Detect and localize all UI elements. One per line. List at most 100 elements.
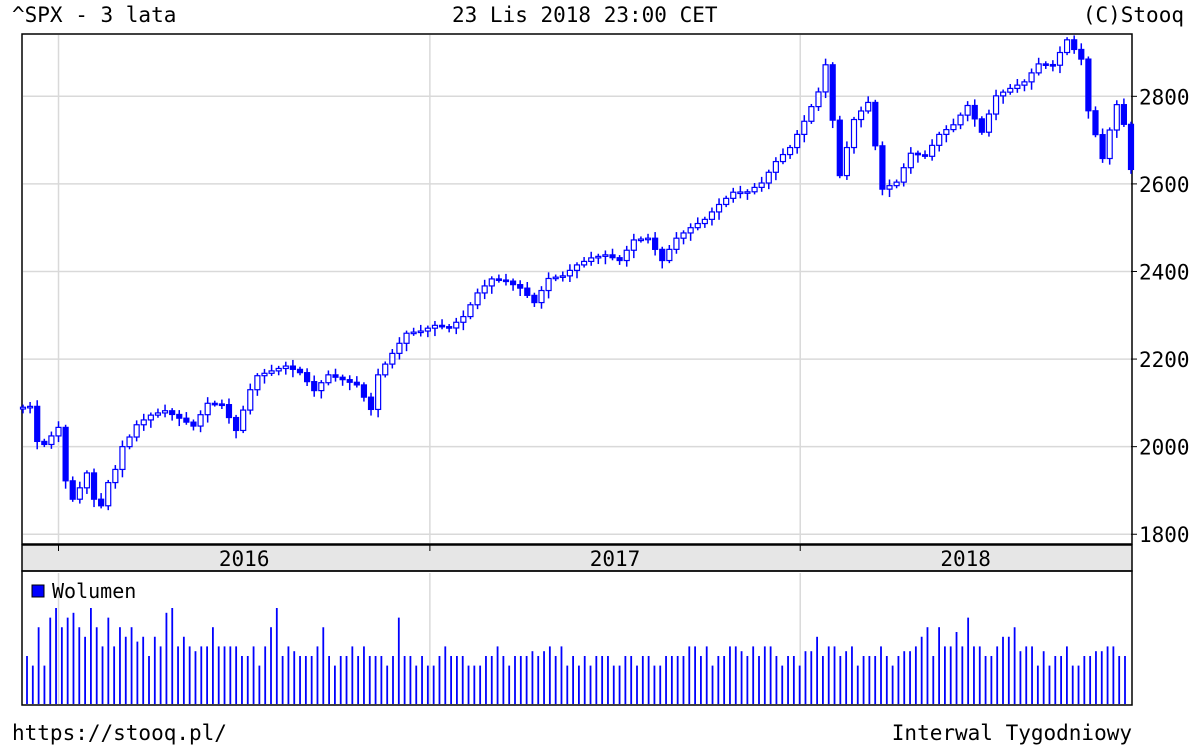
candle-body <box>687 227 694 234</box>
interval-label: Interwal Tygodniowy <box>891 721 1132 745</box>
candle-body <box>367 396 375 411</box>
candle-body <box>1063 39 1071 54</box>
candle-body <box>943 128 950 136</box>
candle-body <box>1106 129 1113 160</box>
candle-body <box>786 146 794 156</box>
y-tick-label: 2400 <box>1139 260 1190 284</box>
candle-body <box>921 154 929 157</box>
candle-body <box>701 218 708 225</box>
candle-body <box>375 374 382 411</box>
y-tick-label: 2200 <box>1139 348 1190 372</box>
candle-body <box>509 280 517 286</box>
candle-body <box>154 412 162 416</box>
candle-body <box>850 118 858 149</box>
candle-body <box>446 326 453 329</box>
price-candles <box>19 35 1135 511</box>
candle-body <box>914 152 922 156</box>
candle-body <box>304 372 311 383</box>
y-tick-label: 2800 <box>1139 85 1190 109</box>
candle-body <box>1021 81 1028 86</box>
candle-body <box>779 153 787 163</box>
candle-body <box>296 368 304 374</box>
candle-body <box>98 498 105 507</box>
candle-body <box>694 222 701 229</box>
grid-lines <box>23 35 1131 704</box>
candle-body <box>467 304 474 318</box>
candle-body <box>225 404 233 419</box>
candle-body <box>126 436 133 448</box>
candle-body <box>879 145 886 190</box>
candle-body <box>339 376 346 381</box>
candle-body <box>893 181 900 187</box>
candle-body <box>311 381 318 392</box>
year-axis-band <box>21 544 1133 572</box>
y-tick-label: 2600 <box>1139 173 1190 197</box>
copyright-label: (C)Stooq <box>1082 3 1184 27</box>
candle-body <box>161 410 169 414</box>
y-tick-label: 2000 <box>1139 436 1190 460</box>
candle-body <box>1035 63 1042 74</box>
candle-body <box>985 113 993 133</box>
candle-body <box>1028 72 1035 83</box>
candle-body <box>858 110 865 121</box>
candle-body <box>971 104 978 120</box>
candle-body <box>545 277 552 292</box>
candle-body <box>169 410 176 416</box>
candle-body <box>105 481 112 507</box>
candle-body <box>616 257 623 262</box>
candle-body <box>907 152 914 169</box>
candle-body <box>69 480 76 500</box>
candle-body <box>27 405 34 409</box>
candle-body <box>630 239 637 251</box>
candle-body <box>282 365 289 370</box>
candle-body <box>261 372 268 377</box>
candle-body <box>268 370 275 374</box>
candle-body <box>1078 48 1085 60</box>
candle-body <box>133 424 140 438</box>
candle-body <box>289 365 296 370</box>
candle-body <box>723 197 730 206</box>
y-tick-label: 1800 <box>1139 523 1190 547</box>
y-axis-ticks: 1800 2000 2200 2400 2600 2800 <box>1131 85 1190 547</box>
candle-body <box>936 133 943 146</box>
chart-title: ^SPX - 3 lata <box>12 3 177 27</box>
candle-body <box>488 278 495 287</box>
candle-body <box>737 191 744 195</box>
candle-body <box>1000 91 1007 97</box>
candle-body <box>83 472 91 489</box>
candle-body <box>1014 84 1021 90</box>
volume-legend-swatch <box>31 584 45 598</box>
candle-body <box>609 254 616 259</box>
candle-body <box>588 257 595 263</box>
candle-body <box>481 285 488 294</box>
candle-body <box>680 232 687 239</box>
candle-body <box>744 191 751 194</box>
candle-body <box>55 426 62 437</box>
candle-body <box>1071 39 1078 51</box>
candle-body <box>659 248 666 262</box>
source-url[interactable]: https://stooq.pl/ <box>12 721 227 745</box>
candle-body <box>460 315 467 323</box>
candle-body <box>90 472 98 500</box>
volume-panel-frame <box>21 570 1133 706</box>
candle-body <box>190 421 197 427</box>
candle-body <box>531 294 538 304</box>
volume-bars <box>26 608 1126 704</box>
candle-body <box>183 417 190 423</box>
candle-body <box>41 440 48 446</box>
candle-body <box>1127 123 1135 171</box>
candle-body <box>19 406 27 410</box>
candle-body <box>34 405 41 442</box>
candle-body <box>1092 110 1099 136</box>
candle-body <box>815 91 822 108</box>
candle-body <box>602 254 609 257</box>
candle-body <box>829 64 836 121</box>
candle-body <box>325 374 332 384</box>
candle-body <box>502 279 510 283</box>
candle-body <box>673 237 680 250</box>
candle-body <box>708 211 716 220</box>
candle-body <box>772 160 779 173</box>
candle-body <box>140 419 147 426</box>
candle-body <box>211 402 218 406</box>
